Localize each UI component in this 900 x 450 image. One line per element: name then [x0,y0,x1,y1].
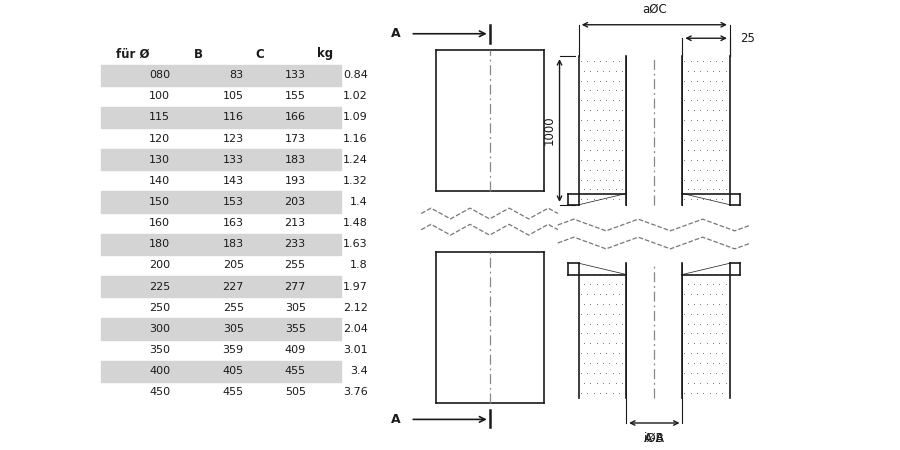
Text: 25: 25 [741,32,755,45]
Text: 173: 173 [284,134,306,144]
Text: 0.84: 0.84 [343,70,367,80]
Bar [101,149,340,170]
Text: 153: 153 [223,197,244,207]
Text: 1.8: 1.8 [350,261,367,270]
Text: 3.4: 3.4 [350,366,367,376]
Text: 405: 405 [222,366,244,376]
Text: 250: 250 [149,303,170,313]
Text: aØC: aØC [642,3,667,16]
Text: 203: 203 [284,197,306,207]
Text: 1.4: 1.4 [350,197,367,207]
Text: 2.12: 2.12 [343,303,367,313]
Text: C: C [256,48,265,60]
Text: für Ø: für Ø [116,48,149,60]
Text: 300: 300 [149,324,170,334]
Text: 183: 183 [222,239,244,249]
Text: B: B [194,48,202,60]
Text: A: A [392,27,400,40]
Text: 133: 133 [284,70,306,80]
Text: 1.97: 1.97 [343,282,367,292]
Bar [101,107,340,128]
Text: 400: 400 [149,366,170,376]
Text: 1.16: 1.16 [343,134,367,144]
Text: 1.24: 1.24 [343,155,367,165]
Text: 1.32: 1.32 [343,176,367,186]
Text: 233: 233 [284,239,306,249]
Bar [101,234,340,255]
Text: 105: 105 [223,91,244,101]
Text: A-A: A-A [644,432,665,445]
Text: 450: 450 [149,387,170,397]
Text: 133: 133 [223,155,244,165]
Text: 116: 116 [223,112,244,122]
Text: kg: kg [318,48,334,60]
Text: 255: 255 [222,303,244,313]
Text: 277: 277 [284,282,306,292]
Text: 140: 140 [149,176,170,186]
Bar [101,360,340,382]
Text: 409: 409 [284,345,306,355]
Text: 213: 213 [284,218,306,228]
Text: 193: 193 [284,176,306,186]
Text: 455: 455 [284,366,306,376]
Bar [101,64,340,86]
Text: 305: 305 [223,324,244,334]
Text: 100: 100 [149,91,170,101]
Text: 180: 180 [149,239,170,249]
Text: 305: 305 [284,303,306,313]
Text: 225: 225 [149,282,170,292]
Text: 120: 120 [149,134,170,144]
Text: A: A [392,413,400,426]
Text: 143: 143 [222,176,244,186]
Text: 160: 160 [149,218,170,228]
Text: 130: 130 [149,155,170,165]
Text: 1.02: 1.02 [343,91,367,101]
Bar [101,191,340,213]
Text: 355: 355 [284,324,306,334]
Text: 1.48: 1.48 [343,218,367,228]
Text: 166: 166 [284,112,306,122]
Bar [101,319,340,339]
Text: 183: 183 [284,155,306,165]
Text: 2.04: 2.04 [343,324,367,334]
Text: 1.09: 1.09 [343,112,367,122]
Text: 227: 227 [222,282,244,292]
Text: 1.63: 1.63 [343,239,367,249]
Bar [101,276,340,297]
Text: 350: 350 [149,345,170,355]
Text: 359: 359 [222,345,244,355]
Text: 123: 123 [222,134,244,144]
Text: 163: 163 [223,218,244,228]
Text: 200: 200 [149,261,170,270]
Text: 3.76: 3.76 [343,387,367,397]
Text: 1000: 1000 [543,116,556,145]
Text: 3.01: 3.01 [343,345,367,355]
Text: 080: 080 [149,70,170,80]
Text: 205: 205 [222,261,244,270]
Text: 505: 505 [284,387,306,397]
Text: 115: 115 [149,112,170,122]
Text: 255: 255 [284,261,306,270]
Text: iØB: iØB [644,432,665,445]
Text: 455: 455 [222,387,244,397]
Text: 83: 83 [230,70,244,80]
Text: 155: 155 [284,91,306,101]
Text: 150: 150 [149,197,170,207]
